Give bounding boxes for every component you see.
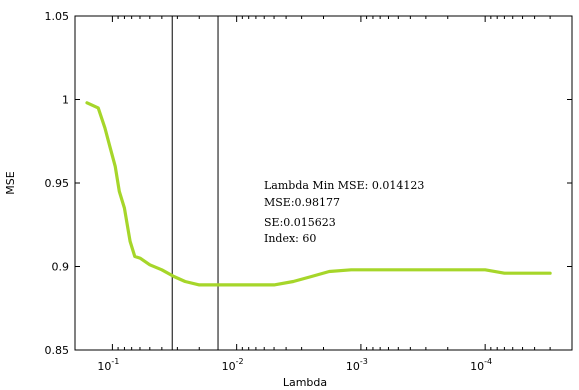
x-tick-label: 10-4 xyxy=(470,357,492,373)
series-group xyxy=(85,101,552,287)
annotation-text: Index: 60 xyxy=(264,232,316,245)
x-tick-label: 10-1 xyxy=(97,357,119,373)
y-tick-label: 0.95 xyxy=(45,177,70,190)
annotation-block: Lambda Min MSE: 0.014123 MSE:0.98177 SE:0.… xyxy=(264,179,424,245)
plot-area xyxy=(74,15,573,351)
vertical-markers xyxy=(171,16,219,350)
y-tick-label: 1 xyxy=(62,94,69,107)
x-axis: 10-1 10-2 10-3 10-4 xyxy=(74,16,573,373)
annotation-text: SE:0.015623 xyxy=(264,216,336,229)
y-tick-label: 1.05 xyxy=(45,10,70,23)
x-tick-label: 10-2 xyxy=(222,357,244,373)
y-axis: 0.85 0.9 0.95 1 1.05 xyxy=(45,10,572,357)
annotation-text: Lambda Min MSE: 0.014123 xyxy=(264,179,424,192)
x-axis-label: Lambda xyxy=(283,376,327,389)
y-tick-label: 0.9 xyxy=(52,261,70,274)
x-tick-label: 10-3 xyxy=(346,357,368,373)
annotation-text: MSE:0.98177 xyxy=(264,196,340,209)
mse-series-line xyxy=(85,101,552,287)
y-axis-label: MSE xyxy=(4,171,17,194)
y-tick-label: 0.85 xyxy=(45,344,70,357)
